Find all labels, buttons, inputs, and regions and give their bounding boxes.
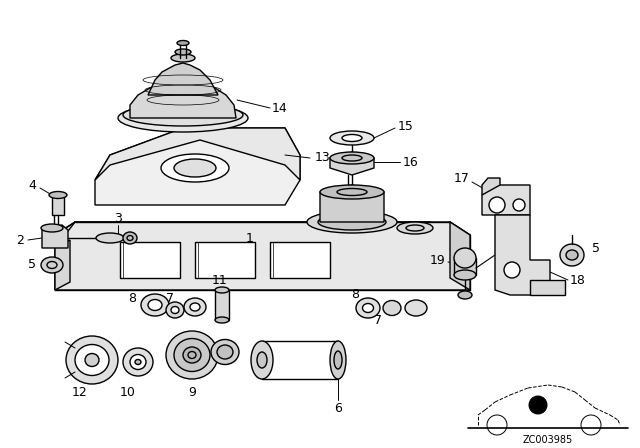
Ellipse shape [217,345,233,359]
Text: 5: 5 [592,241,600,254]
Ellipse shape [148,300,162,310]
Ellipse shape [177,40,189,46]
Text: 19: 19 [430,254,446,267]
Ellipse shape [123,104,243,126]
Ellipse shape [166,302,184,318]
Text: 8: 8 [351,289,359,302]
Ellipse shape [118,104,248,132]
Polygon shape [330,152,374,175]
Ellipse shape [85,353,99,366]
Ellipse shape [123,232,137,244]
Text: 5: 5 [28,258,36,271]
Text: 14: 14 [272,102,288,115]
Ellipse shape [397,222,433,234]
Text: ZC003985: ZC003985 [523,435,573,445]
Polygon shape [482,178,500,195]
Ellipse shape [141,294,169,316]
Ellipse shape [251,341,273,379]
Ellipse shape [215,287,229,293]
Ellipse shape [96,233,124,243]
Text: 9: 9 [188,387,196,400]
Polygon shape [195,242,255,278]
Ellipse shape [405,300,427,316]
Ellipse shape [184,298,206,316]
Ellipse shape [356,298,380,318]
Ellipse shape [171,306,179,314]
Text: 7: 7 [374,314,382,327]
Text: 7: 7 [166,292,174,305]
Polygon shape [495,215,550,295]
Ellipse shape [342,134,362,142]
Polygon shape [450,222,470,290]
Text: 16: 16 [403,155,419,168]
Ellipse shape [174,339,210,371]
Polygon shape [42,225,68,248]
Polygon shape [270,242,330,278]
Text: 3: 3 [114,211,122,224]
Polygon shape [148,63,218,95]
Ellipse shape [183,347,201,363]
Text: 1: 1 [246,232,254,245]
Ellipse shape [566,250,578,260]
Ellipse shape [174,159,216,177]
Ellipse shape [458,291,472,299]
Ellipse shape [454,270,476,280]
Ellipse shape [215,317,229,323]
Ellipse shape [257,352,267,368]
Text: 12: 12 [72,387,88,400]
Ellipse shape [123,348,153,376]
Text: 13: 13 [315,151,331,164]
Ellipse shape [362,303,374,313]
Text: 6: 6 [334,401,342,414]
Polygon shape [95,128,300,180]
Polygon shape [55,222,445,248]
Text: 10: 10 [120,387,136,400]
Polygon shape [454,258,476,275]
Ellipse shape [66,336,118,384]
Ellipse shape [190,303,200,311]
Circle shape [529,396,547,414]
Text: 11: 11 [212,273,228,287]
Polygon shape [130,82,236,118]
Polygon shape [55,222,470,290]
Ellipse shape [330,152,374,164]
Text: 8: 8 [128,292,136,305]
Polygon shape [120,242,180,278]
Ellipse shape [330,341,346,379]
Ellipse shape [560,244,584,266]
Bar [215,290,229,320]
Ellipse shape [41,257,63,273]
Polygon shape [482,185,530,215]
Ellipse shape [320,185,384,199]
Circle shape [504,262,520,278]
Ellipse shape [307,211,397,233]
Bar [52,195,64,215]
Ellipse shape [330,131,374,145]
Text: 18: 18 [570,273,586,287]
Text: 2: 2 [16,233,24,246]
Polygon shape [55,240,70,290]
Circle shape [513,199,525,211]
Ellipse shape [135,359,141,365]
Circle shape [489,197,505,213]
Ellipse shape [175,49,191,55]
Ellipse shape [383,301,401,315]
Ellipse shape [171,54,195,62]
Ellipse shape [130,354,146,370]
Text: 15: 15 [398,120,414,133]
Text: 17: 17 [454,172,470,185]
Ellipse shape [41,224,63,232]
Ellipse shape [211,340,239,365]
Ellipse shape [75,345,109,375]
Text: 4: 4 [28,178,36,191]
Ellipse shape [166,331,218,379]
Ellipse shape [318,214,386,230]
Ellipse shape [454,248,476,268]
Ellipse shape [161,154,229,182]
Polygon shape [320,185,384,222]
Ellipse shape [49,191,67,198]
Polygon shape [530,280,565,295]
Ellipse shape [334,351,342,369]
Polygon shape [95,128,300,205]
